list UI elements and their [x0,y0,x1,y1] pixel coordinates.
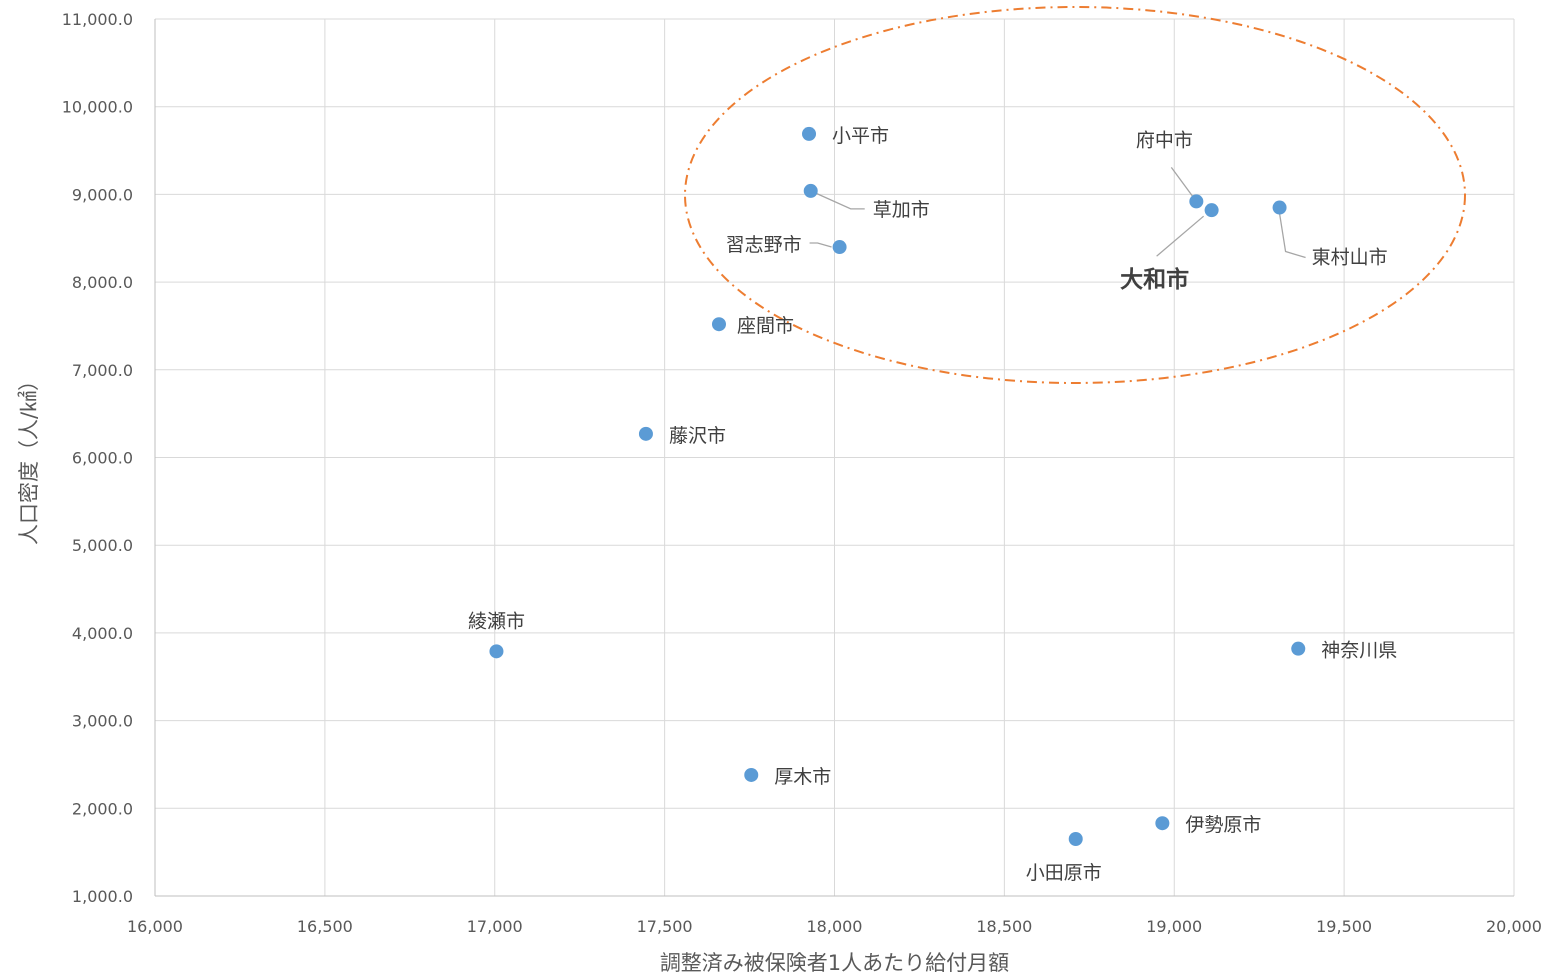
y-tick-label: 5,000.0 [72,536,133,555]
y-axis-title: 人口密度（人/㎢） [17,370,41,545]
x-tick-label: 20,000 [1486,917,1542,936]
label-leader-lines [809,167,1306,259]
x-tick-label: 16,000 [127,917,183,936]
data-point-label: 伊勢原市 [1185,814,1261,836]
data-points [489,126,1306,846]
x-tick-label: 16,500 [297,917,353,936]
data-point-marker [489,644,504,659]
data-point-label: 座間市 [737,315,794,337]
data-point-label: 厚木市 [774,766,831,788]
data-point-marker [1155,816,1170,831]
y-axis-ticks: 1,000.0 2,000.0 3,000.0 4,000.0 5,000.0 6,000… [62,10,133,906]
leader-line [1170,167,1197,202]
x-axis-title: 調整済み被保険者1人あたり給付月額 [660,951,1009,975]
y-tick-label: 2,000.0 [72,799,133,818]
y-tick-label: 9,000.0 [72,185,133,204]
y-tick-label: 10,000.0 [62,98,133,117]
x-axis-ticks: 16,000 16,500 17,000 17,500 18,000 18,500 19,0… [127,917,1542,936]
data-point-label: 綾瀬市 [468,610,525,632]
data-point-label: 神奈川県 [1321,640,1397,662]
data-point-marker [1189,194,1204,209]
data-point-marker [1204,203,1219,218]
y-tick-label: 1,000.0 [72,887,133,906]
data-point-marker [744,767,759,782]
data-point-marker [638,426,653,441]
y-tick-label: 6,000.0 [72,449,133,468]
x-tick-label: 18,500 [976,917,1032,936]
x-tick-label: 17,000 [467,917,523,936]
highlight-ellipse-group [684,6,1466,384]
data-point-marker [1272,200,1287,215]
data-point-label: 大和市 [1120,266,1189,293]
x-tick-label: 19,000 [1146,917,1202,936]
y-tick-label: 7,000.0 [72,361,133,380]
data-point-marker [802,126,817,141]
highlight-ellipse [684,6,1466,384]
y-tick-label: 8,000.0 [72,273,133,292]
data-point-label: 府中市 [1136,129,1193,151]
y-tick-label: 11,000.0 [62,10,133,29]
data-point-label: 東村山市 [1312,247,1388,269]
leader-line [809,242,832,248]
data-point-label: 小田原市 [1026,862,1102,884]
data-point-marker [832,240,847,255]
x-tick-label: 17,500 [637,917,693,936]
data-point-label: 草加市 [873,199,930,221]
leader-line [1278,213,1306,259]
x-tick-label: 19,500 [1316,917,1372,936]
data-point-marker [1068,831,1083,846]
data-point-marker [1291,641,1306,656]
leader-line [1156,215,1205,257]
y-tick-label: 4,000.0 [72,624,133,643]
data-point-label: 小平市 [832,125,889,147]
data-point-label: 習志野市 [726,234,802,256]
y-tick-label: 3,000.0 [72,712,133,731]
leader-line [810,190,865,210]
data-point-marker [803,183,818,198]
data-point-marker [711,317,726,332]
data-point-label: 藤沢市 [669,425,726,447]
grid-lines [154,18,1515,897]
x-tick-label: 18,000 [807,917,863,936]
